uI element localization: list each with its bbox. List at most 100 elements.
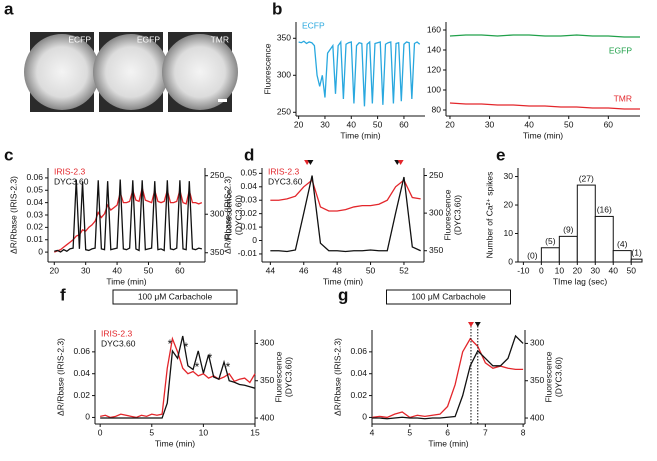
- y-tick-label: 0.02: [26, 222, 43, 232]
- y2-axis-label: (DYC3.60): [553, 357, 563, 397]
- y2-tick-label: 400: [260, 412, 274, 422]
- bar: [576, 184, 596, 263]
- y2-tick-label: 350: [260, 375, 274, 385]
- x-tick-label: 30: [591, 265, 601, 275]
- panel-letter: b: [272, 0, 282, 18]
- y-tick-label: 0.04: [73, 368, 90, 378]
- header: 100 μM Carbachole: [411, 291, 486, 301]
- legend-label: DYC3.60: [268, 176, 303, 186]
- legend-label: EGFP: [609, 45, 632, 55]
- panel-letter: a: [4, 0, 14, 18]
- y2-axis-label: Fluorescence: [543, 351, 553, 402]
- legend-label: IRIS-2.3: [101, 328, 132, 338]
- y2-axis-label: (DYC3.60): [233, 195, 243, 235]
- x-tick-label: 10: [199, 427, 209, 437]
- y-axis-label: Number of Ca²⁺ spikes: [484, 172, 494, 259]
- series-line: [372, 334, 524, 420]
- image-label: ECFP: [68, 34, 91, 44]
- y-axis-label: ΔR/Rbase (IRIS-2.3): [332, 338, 342, 416]
- legend-label: IRIS-2.3: [54, 166, 85, 176]
- x-tick-label: 5: [149, 427, 154, 437]
- image-disc: [24, 34, 100, 110]
- x-tick-label: 10: [555, 265, 565, 275]
- y2-tick-label: 300: [260, 338, 274, 348]
- x-axis-label: Time (min): [155, 438, 195, 448]
- bar: [630, 258, 643, 263]
- bar: [612, 250, 632, 263]
- panel-letter: f: [60, 285, 66, 304]
- x-tick-label: 20: [294, 119, 304, 129]
- x-tick-label: 30: [81, 265, 91, 275]
- y-tick-label: 0.03: [26, 209, 43, 219]
- x-tick-label: 50: [373, 119, 383, 129]
- x-tick-label: 44: [266, 265, 276, 275]
- y-tick-label: 250: [277, 107, 291, 117]
- header: 100 μM Carbachole: [138, 291, 213, 301]
- series-line: [270, 175, 421, 253]
- y-tick-label: 0: [85, 412, 90, 422]
- y2-tick-label: 400: [530, 412, 544, 422]
- annotation: *: [226, 360, 231, 374]
- x-tick-label: 50: [366, 265, 376, 275]
- y-tick-label: 0.06: [26, 172, 43, 182]
- x-tick-label: 60: [175, 265, 185, 275]
- x-tick-label: 5: [407, 427, 412, 437]
- x-tick-label: 15: [250, 427, 260, 437]
- y-tick-label: 300: [277, 70, 291, 80]
- x-axis-label: Time (min): [106, 276, 146, 286]
- x-tick-label: 0: [98, 427, 103, 437]
- y-tick-label: 100: [427, 84, 441, 94]
- panel-letter: c: [4, 145, 13, 164]
- x-tick-label: 40: [524, 119, 534, 129]
- y2-tick-label: 300: [429, 207, 443, 217]
- value-label: (4): [617, 239, 628, 249]
- y-tick-label: 0.01: [240, 221, 257, 231]
- y-axis-label: ΔR/Rbase (IRIS-2.3): [8, 176, 18, 254]
- y-axis-label: ΔR/Rbase (IRIS-2.3): [55, 338, 65, 416]
- value-label: (16): [597, 205, 612, 215]
- image-disc: [93, 34, 169, 110]
- marker: [467, 322, 474, 327]
- value-label: (27): [579, 173, 594, 183]
- x-axis-label: Time (min): [323, 276, 363, 286]
- y-axis-label: Fluorescence: [262, 43, 272, 94]
- x-tick-label: 48: [332, 265, 342, 275]
- x-tick-label: 40: [609, 265, 619, 275]
- y-tick-label: 0.04: [26, 197, 43, 207]
- x-tick-label: 20: [573, 265, 583, 275]
- x-tick-label: 30: [320, 119, 330, 129]
- legend-label: TMR: [614, 93, 632, 103]
- x-axis-label: Time (min): [428, 438, 468, 448]
- scale-bar: [218, 99, 227, 102]
- y-tick-label: 10: [504, 228, 514, 238]
- y2-tick-label: 350: [429, 245, 443, 255]
- y-tick-label: 0.02: [350, 390, 367, 400]
- panel-letter: g: [338, 285, 348, 304]
- y-tick-label: 160: [427, 24, 441, 34]
- value-label: (1): [631, 247, 642, 257]
- panel-letter: d: [244, 145, 254, 164]
- marker: [397, 160, 404, 165]
- y2-axis-label: (DYC3.60): [283, 357, 293, 397]
- legend-label: DYC3.60: [101, 338, 136, 348]
- y-axis-label: ΔR/Rbase (IRIS-2.3): [222, 176, 232, 254]
- y-tick-label: 0.02: [240, 208, 257, 218]
- y2-axis-label: Fluorescence: [442, 189, 452, 240]
- x-tick-label: 6: [445, 427, 450, 437]
- y-tick-label: 140: [427, 44, 441, 54]
- x-tick-label: 50: [626, 265, 636, 275]
- y-tick-label: 0.05: [240, 168, 257, 178]
- y-tick-label: 350: [277, 33, 291, 43]
- x-axis-label: Time (min): [340, 130, 380, 140]
- marker: [474, 322, 481, 327]
- x-tick-label: 50: [144, 265, 154, 275]
- series-line: [449, 102, 640, 110]
- y-tick-label: 30: [504, 171, 514, 181]
- y2-axis-label: (DYC3.60): [452, 195, 462, 235]
- series-line: [298, 40, 421, 107]
- y2-tick-label: 350: [530, 375, 544, 385]
- y2-tick-label: 350: [210, 247, 224, 257]
- x-tick-label: 0: [539, 265, 544, 275]
- image-label: EGFP: [137, 34, 160, 44]
- y-tick-label: 0: [252, 235, 257, 245]
